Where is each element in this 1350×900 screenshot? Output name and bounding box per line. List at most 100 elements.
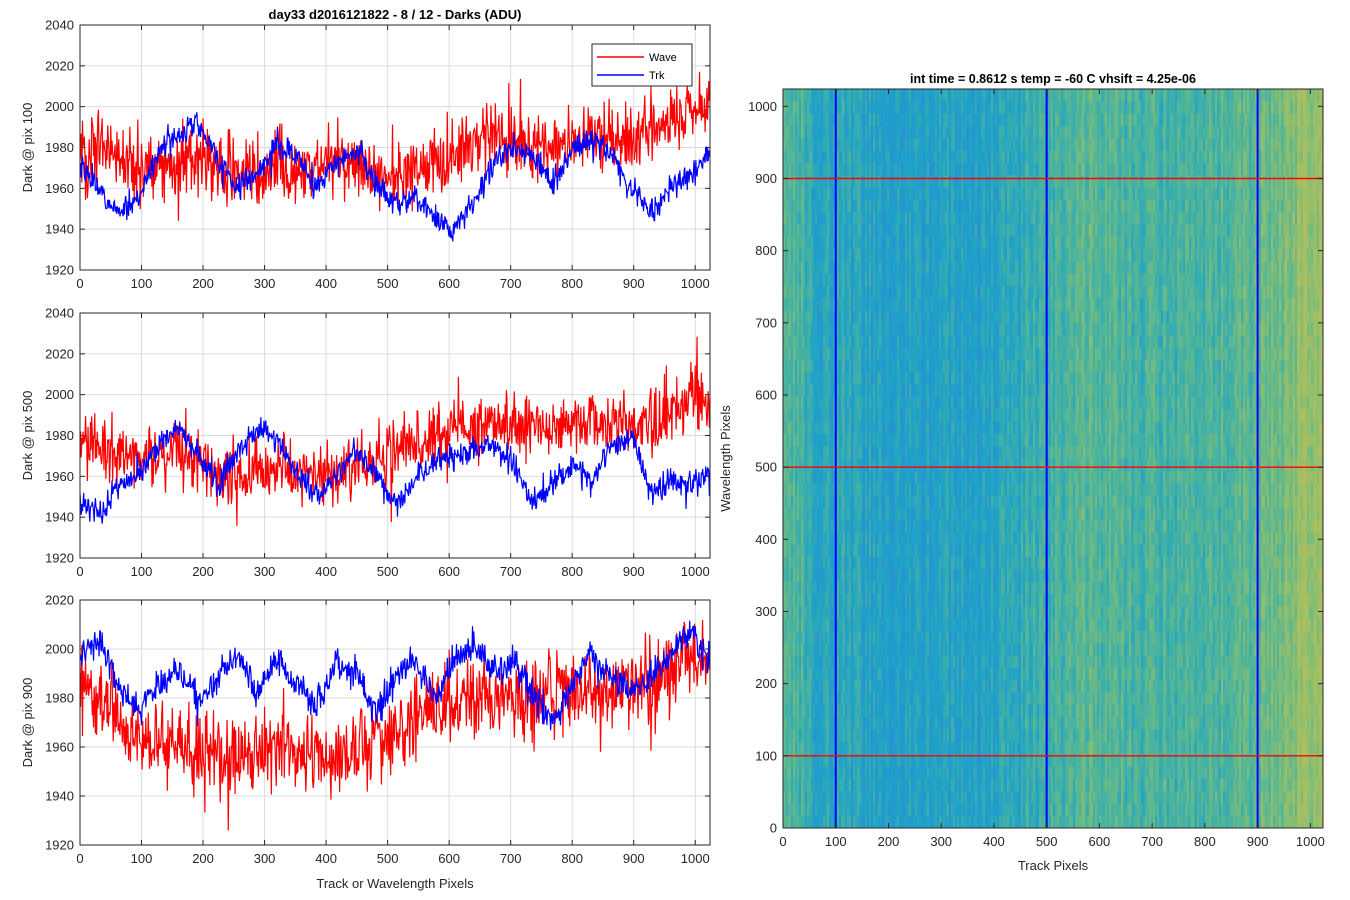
image-axes-frame <box>782 88 1324 829</box>
legend-box <box>591 43 693 87</box>
x-tick-label: 600 <box>438 276 460 291</box>
x-tick-label: 1000 <box>1296 834 1325 849</box>
y-tick-label: 1960 <box>45 469 74 484</box>
image-x-axis-label: Track Pixels <box>1018 858 1089 873</box>
x-tick-label: 400 <box>315 276 337 291</box>
x-tick-label: 100 <box>131 851 153 866</box>
axis-ticks: 0 100 200 300 400 500 600 700 800 900 1000 0 100 200 3… <box>748 89 1325 849</box>
x-tick-label: 500 <box>377 564 399 579</box>
series-line-wave <box>80 336 710 526</box>
panel-top: 0 100 200 300 400 500 600 700 800 900 1000 1920 1940… <box>20 18 711 291</box>
x-tick-label: 900 <box>623 276 645 291</box>
y-tick-label: 2040 <box>45 306 74 321</box>
y-tick-label: 800 <box>755 243 777 258</box>
y-tick-label: 200 <box>755 676 777 691</box>
x-tick-label: 1000 <box>681 276 710 291</box>
y-tick-label: 1920 <box>45 263 74 278</box>
x-tick-label: 300 <box>254 851 276 866</box>
figure-title: day33 d2016121822 - 8 / 12 - Darks (ADU) <box>269 7 522 22</box>
x-tick-label: 400 <box>315 564 337 579</box>
x-tick-label: 900 <box>623 851 645 866</box>
x-tick-label: 700 <box>500 851 522 866</box>
x-tick-label: 300 <box>254 276 276 291</box>
legend: Wave Trk <box>591 43 693 87</box>
y-tick-label: 2020 <box>45 593 74 608</box>
x-tick-label: 0 <box>76 276 83 291</box>
x-tick-label: 500 <box>377 276 399 291</box>
y-axis-label: Dark @ pix 900 <box>20 678 35 768</box>
y-tick-label: 1960 <box>45 740 74 755</box>
y-tick-label: 1920 <box>45 838 74 853</box>
axis-ticks: 0 100 200 300 400 500 600 700 800 900 1000 1920 1940… <box>45 18 710 291</box>
y-tick-label: 1980 <box>45 428 74 443</box>
x-tick-label: 100 <box>131 276 153 291</box>
y-tick-label: 400 <box>755 532 777 547</box>
y-tick-label: 100 <box>755 748 777 763</box>
series-line-trk <box>80 417 710 524</box>
image-y-axis-label: Wavelength Pixels <box>718 405 733 512</box>
legend-label-trk: Trk <box>649 70 665 82</box>
y-tick-label: 2040 <box>45 18 74 33</box>
x-tick-label: 700 <box>500 564 522 579</box>
legend-label-wave: Wave <box>649 52 677 64</box>
x-tick-label: 300 <box>930 834 952 849</box>
series-line-wave <box>80 71 710 221</box>
x-tick-label: 900 <box>623 564 645 579</box>
axes-frame <box>79 312 711 559</box>
x-tick-label: 700 <box>1141 834 1163 849</box>
y-tick-label: 2020 <box>45 58 74 73</box>
x-tick-label: 600 <box>438 564 460 579</box>
x-tick-label: 400 <box>983 834 1005 849</box>
x-tick-label: 1000 <box>681 564 710 579</box>
x-axis-label: Track or Wavelength Pixels <box>316 876 474 891</box>
x-tick-label: 300 <box>254 564 276 579</box>
x-tick-label: 200 <box>192 564 214 579</box>
x-tick-label: 400 <box>315 851 337 866</box>
x-tick-label: 0 <box>76 851 83 866</box>
y-tick-label: 300 <box>755 604 777 619</box>
y-tick-label: 2020 <box>45 346 74 361</box>
x-tick-label: 200 <box>192 851 214 866</box>
series-line-trk <box>80 620 710 731</box>
y-axis-label: Dark @ pix 500 <box>20 391 35 481</box>
x-tick-label: 900 <box>1247 834 1269 849</box>
x-tick-label: 800 <box>561 851 583 866</box>
image-title: int time = 0.8612 s temp = -60 C vhsift … <box>910 72 1196 86</box>
y-tick-label: 1980 <box>45 691 74 706</box>
x-tick-label: 0 <box>779 834 786 849</box>
heatmap-image <box>783 89 1324 829</box>
panel-image: int time = 0.8612 s temp = -60 C vhsift … <box>718 72 1325 873</box>
y-tick-label: 700 <box>755 315 777 330</box>
x-tick-label: 500 <box>1036 834 1058 849</box>
x-tick-label: 500 <box>377 851 399 866</box>
x-tick-label: 600 <box>438 851 460 866</box>
y-tick-label: 600 <box>755 387 777 402</box>
x-tick-label: 800 <box>561 276 583 291</box>
x-tick-label: 800 <box>561 564 583 579</box>
y-tick-label: 1940 <box>45 789 74 804</box>
x-tick-label: 200 <box>192 276 214 291</box>
y-tick-label: 1980 <box>45 140 74 155</box>
y-tick-label: 1960 <box>45 181 74 196</box>
y-tick-label: 2000 <box>45 99 74 114</box>
x-tick-label: 700 <box>500 276 522 291</box>
panel-bottom: 0 100 200 300 400 500 600 700 800 900 1000 1920 1940… <box>20 593 711 891</box>
x-tick-label: 600 <box>1089 834 1111 849</box>
panel-middle: 0 100 200 300 400 500 600 700 800 900 1000 1920 1940… <box>20 306 711 579</box>
axes-frame <box>79 599 711 846</box>
y-tick-label: 1940 <box>45 510 74 525</box>
series-line-trk <box>80 112 710 242</box>
x-tick-label: 100 <box>825 834 847 849</box>
series-line-wave <box>80 619 710 831</box>
y-tick-label: 0 <box>770 821 777 836</box>
y-tick-label: 1940 <box>45 222 74 237</box>
x-tick-label: 200 <box>878 834 900 849</box>
y-tick-label: 500 <box>755 460 777 475</box>
y-tick-label: 1000 <box>748 99 777 114</box>
y-axis-label: Dark @ pix 100 <box>20 103 35 193</box>
axes-frame <box>79 24 711 271</box>
y-tick-label: 2000 <box>45 387 74 402</box>
x-tick-label: 0 <box>76 564 83 579</box>
y-tick-label: 2000 <box>45 642 74 657</box>
